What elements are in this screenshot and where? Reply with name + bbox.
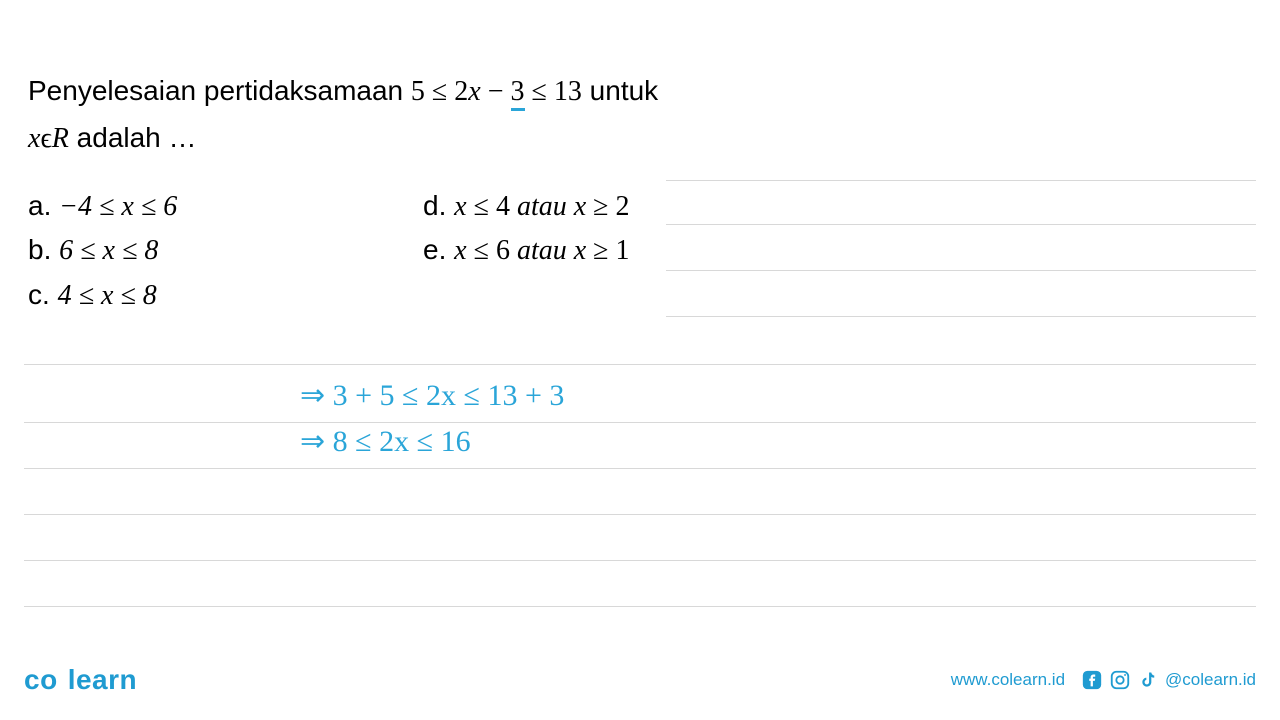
social-handle[interactable]: @colearn.id xyxy=(1165,670,1256,690)
option-a: a. −4 ≤ x ≤ 6 xyxy=(28,184,423,228)
option-d-expr: x ≤ 4 atau x ≥ 2 xyxy=(454,191,629,222)
option-b-expr: 6 ≤ x ≤ 8 xyxy=(59,235,158,266)
option-e: e. x ≤ 6 atau x ≥ 1 xyxy=(423,228,1252,272)
option-e-expr: x ≤ 6 atau x ≥ 1 xyxy=(454,235,629,266)
option-b: b. 6 ≤ x ≤ 8 xyxy=(28,228,423,272)
social-icons: @colearn.id xyxy=(1081,669,1256,691)
footer: colearn www.colearn.id @colearn.id xyxy=(24,664,1256,696)
facebook-icon[interactable] xyxy=(1081,669,1103,691)
question-line-2: xϵR adalah … xyxy=(28,117,1252,160)
option-a-expr: −4 ≤ x ≤ 6 xyxy=(59,191,177,222)
options-grid: a. −4 ≤ x ≤ 6 b. 6 ≤ x ≤ 8 c. 4 ≤ x ≤ 8 … xyxy=(28,184,1252,317)
option-c-expr: 4 ≤ x ≤ 8 xyxy=(58,280,157,311)
question-line-1: Penyelesaian pertidaksamaan 5 ≤ 2x − 3 ≤… xyxy=(28,70,1252,113)
question-suffix: untuk xyxy=(582,75,658,106)
handwriting-line-2: ⇒ 8 ≤ 2x ≤ 16 xyxy=(300,424,471,459)
question-prefix: Penyelesaian pertidaksamaan xyxy=(28,75,411,106)
handwriting-line-1: ⇒ 3 + 5 ≤ 2x ≤ 13 + 3 xyxy=(300,378,564,413)
instagram-icon[interactable] xyxy=(1109,669,1131,691)
brand-logo: colearn xyxy=(24,664,137,696)
tiktok-icon[interactable] xyxy=(1137,669,1159,691)
option-d: d. x ≤ 4 atau x ≥ 2 xyxy=(423,184,1252,228)
website-link[interactable]: www.colearn.id xyxy=(951,670,1065,690)
option-c: c. 4 ≤ x ≤ 8 xyxy=(28,273,423,317)
